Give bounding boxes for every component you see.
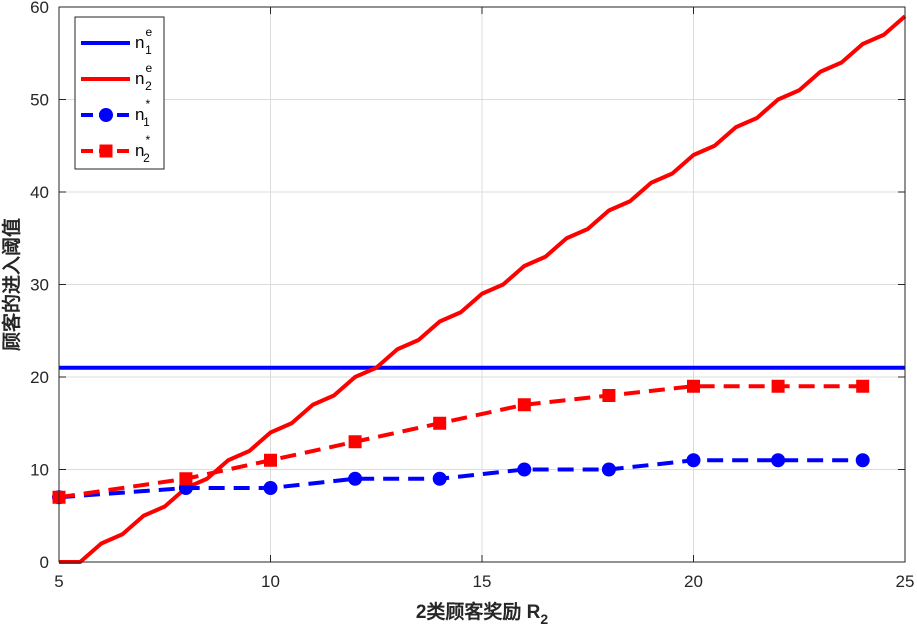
legend-label: ne 1 xyxy=(135,25,152,57)
data-point xyxy=(264,453,277,467)
legend-label-main: n xyxy=(135,141,144,160)
data-point xyxy=(855,453,870,468)
legend-label-superscript: e xyxy=(145,25,152,39)
legend-label-superscript: e xyxy=(145,61,152,75)
legend-label: n* 2 xyxy=(135,133,150,165)
series-line xyxy=(59,14,907,564)
x-axis-title: 2类顾客奖励 R2 xyxy=(416,600,549,627)
legend-box xyxy=(74,16,165,170)
legend-label-main: n xyxy=(135,69,144,88)
x-tick-label: 10 xyxy=(261,572,280,591)
data-point xyxy=(602,389,616,402)
data-point xyxy=(433,416,447,430)
series-layer xyxy=(52,14,907,564)
y-axis-title: 顾客的进入阈值 xyxy=(0,218,23,351)
data-point xyxy=(432,471,447,486)
legend-label-subscript: 2 xyxy=(145,79,152,93)
legend-marker xyxy=(99,108,113,122)
x-tick-label: 20 xyxy=(684,572,703,591)
legend-label-subscript: 2 xyxy=(143,151,150,165)
legend-label-superscript: * xyxy=(145,97,150,111)
series-line xyxy=(58,458,863,500)
x-tick-label: 15 xyxy=(473,572,492,591)
data-point xyxy=(856,379,870,393)
legend-label-subscript: 1 xyxy=(143,115,150,129)
data-point xyxy=(263,481,278,495)
y-tick-label: 30 xyxy=(30,276,49,295)
data-point xyxy=(179,472,193,486)
legend-item: n* 1 xyxy=(81,97,150,129)
series-n*2 xyxy=(52,379,870,504)
ticks: 5 10 15 20 25 0 10 20 30 40 50 60 xyxy=(30,0,914,591)
legend-label: ne 2 xyxy=(135,61,152,93)
legend-label-main: n xyxy=(135,105,144,124)
data-point xyxy=(517,462,532,477)
x-axis-title-subscript: 2 xyxy=(540,611,548,627)
y-tick-label: 10 xyxy=(30,461,49,480)
y-tick-label: 0 xyxy=(40,553,49,572)
data-point xyxy=(687,379,700,393)
legend-label-superscript: * xyxy=(145,133,150,147)
legend-marker xyxy=(99,144,113,158)
legend-item: ne 2 xyxy=(81,61,152,93)
legend-item: ne 1 xyxy=(81,25,152,57)
x-axis-title-main: 2类顾客奖励 R xyxy=(416,600,541,623)
axis-titles: 2类顾客奖励 R2 顾客的进入阈值 xyxy=(0,218,548,627)
series-line xyxy=(58,384,863,500)
data-point xyxy=(517,398,531,412)
y-tick-label: 60 xyxy=(30,0,49,17)
legend-label: n* 1 xyxy=(135,97,150,129)
series-ne2 xyxy=(59,14,907,564)
data-point xyxy=(348,435,362,449)
data-point xyxy=(771,453,786,468)
data-point xyxy=(686,453,701,468)
y-tick-label: 20 xyxy=(30,368,49,387)
legend-label-main: n xyxy=(135,33,144,52)
grid xyxy=(59,7,905,562)
legend: ne 1ne 2n* 1n* 2 xyxy=(74,16,165,170)
x-tick-label: 25 xyxy=(896,572,915,591)
data-point xyxy=(771,379,785,393)
legend-item: n* 2 xyxy=(81,133,150,165)
y-tick-label: 50 xyxy=(30,91,49,110)
data-point xyxy=(348,471,363,486)
legend-label-subscript: 1 xyxy=(145,43,152,57)
y-tick-label: 40 xyxy=(30,183,49,202)
data-point xyxy=(601,462,616,477)
x-tick-label: 5 xyxy=(54,572,63,591)
